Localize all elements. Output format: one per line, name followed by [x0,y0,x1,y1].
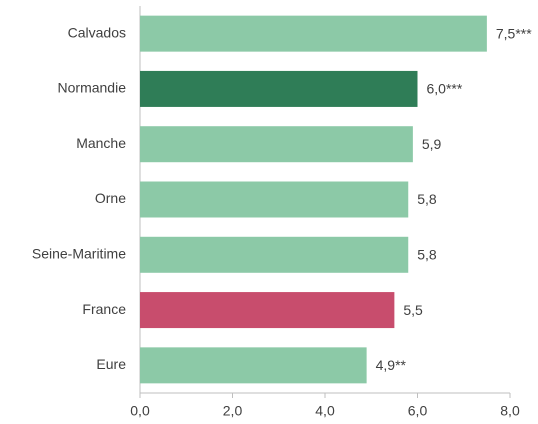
value-label: 5,5 [403,302,423,318]
bar [140,15,487,52]
value-label: 5,8 [417,191,437,207]
value-label: 4,9** [376,357,407,373]
value-label: 5,9 [422,136,442,152]
value-label: 5,8 [417,246,437,262]
y-tick-label: Calvados [68,24,126,40]
x-tick-label: 6,0 [408,403,428,419]
y-tick-label: Seine-Maritime [32,245,126,261]
bar [140,292,395,329]
bar [140,70,418,107]
y-tick-label: Manche [76,135,126,151]
value-label: 7,5*** [496,25,532,41]
value-label: 6,0*** [427,81,463,97]
y-tick-label: Eure [96,356,126,372]
x-tick-label: 4,0 [315,403,335,419]
x-tick-label: 0,0 [130,403,150,419]
x-tick-label: 8,0 [500,403,520,419]
x-tick-label: 2,0 [223,403,243,419]
bar [140,181,409,218]
y-tick-label: Normandie [58,80,127,96]
y-tick-label: Orne [95,190,126,206]
y-tick-label: France [82,301,126,317]
bar [140,347,367,384]
bar [140,126,413,163]
bar [140,236,409,273]
